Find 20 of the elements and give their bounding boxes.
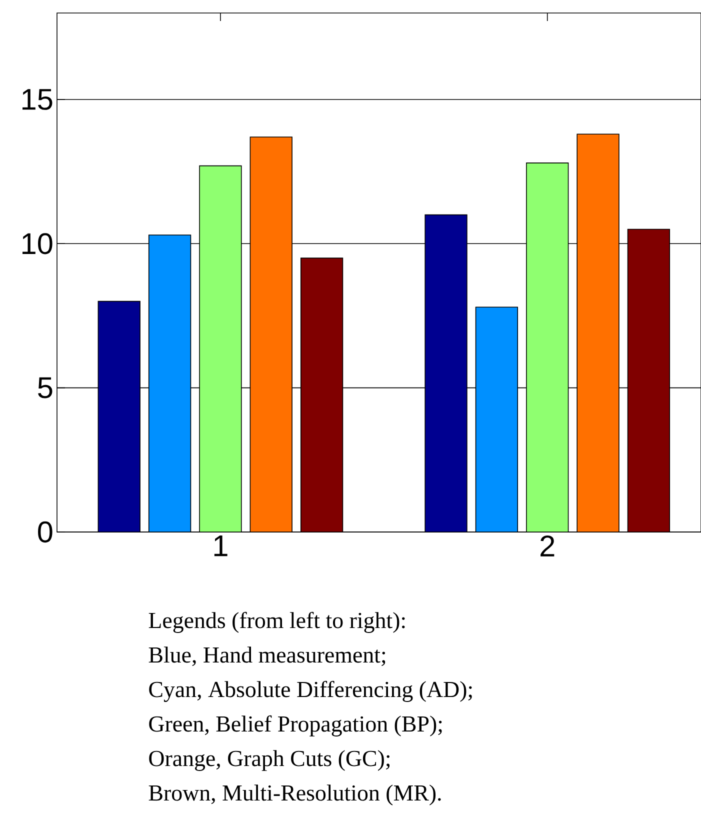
text: Green, Belief Propagation (BP);: [149, 715, 442, 736]
y-tick-label: 0: [38, 521, 52, 543]
bar: [148, 234, 192, 532]
bar: [627, 228, 670, 532]
bar: [250, 136, 292, 532]
y-tick-label: 10: [22, 233, 52, 254]
bar: [475, 306, 518, 532]
y-tick-label: 5: [38, 377, 52, 398]
x-tick-label: 1: [214, 536, 228, 556]
bar: [424, 214, 468, 532]
bar: [98, 300, 140, 532]
bar: [300, 258, 344, 532]
text: Orange, Graph Cuts (GC);: [149, 750, 390, 771]
text: Blue, Hand measurement;: [148, 646, 386, 666]
y-tick-label: 15: [22, 89, 52, 110]
text: Legends (from left to right):: [148, 612, 405, 633]
text: Brown, Multi-Resolution (MR).: [148, 784, 441, 806]
bar: [576, 134, 620, 532]
text: Cyan, Absolute Differencing (AD);: [149, 680, 472, 702]
x-tick-label: 2: [540, 536, 554, 556]
